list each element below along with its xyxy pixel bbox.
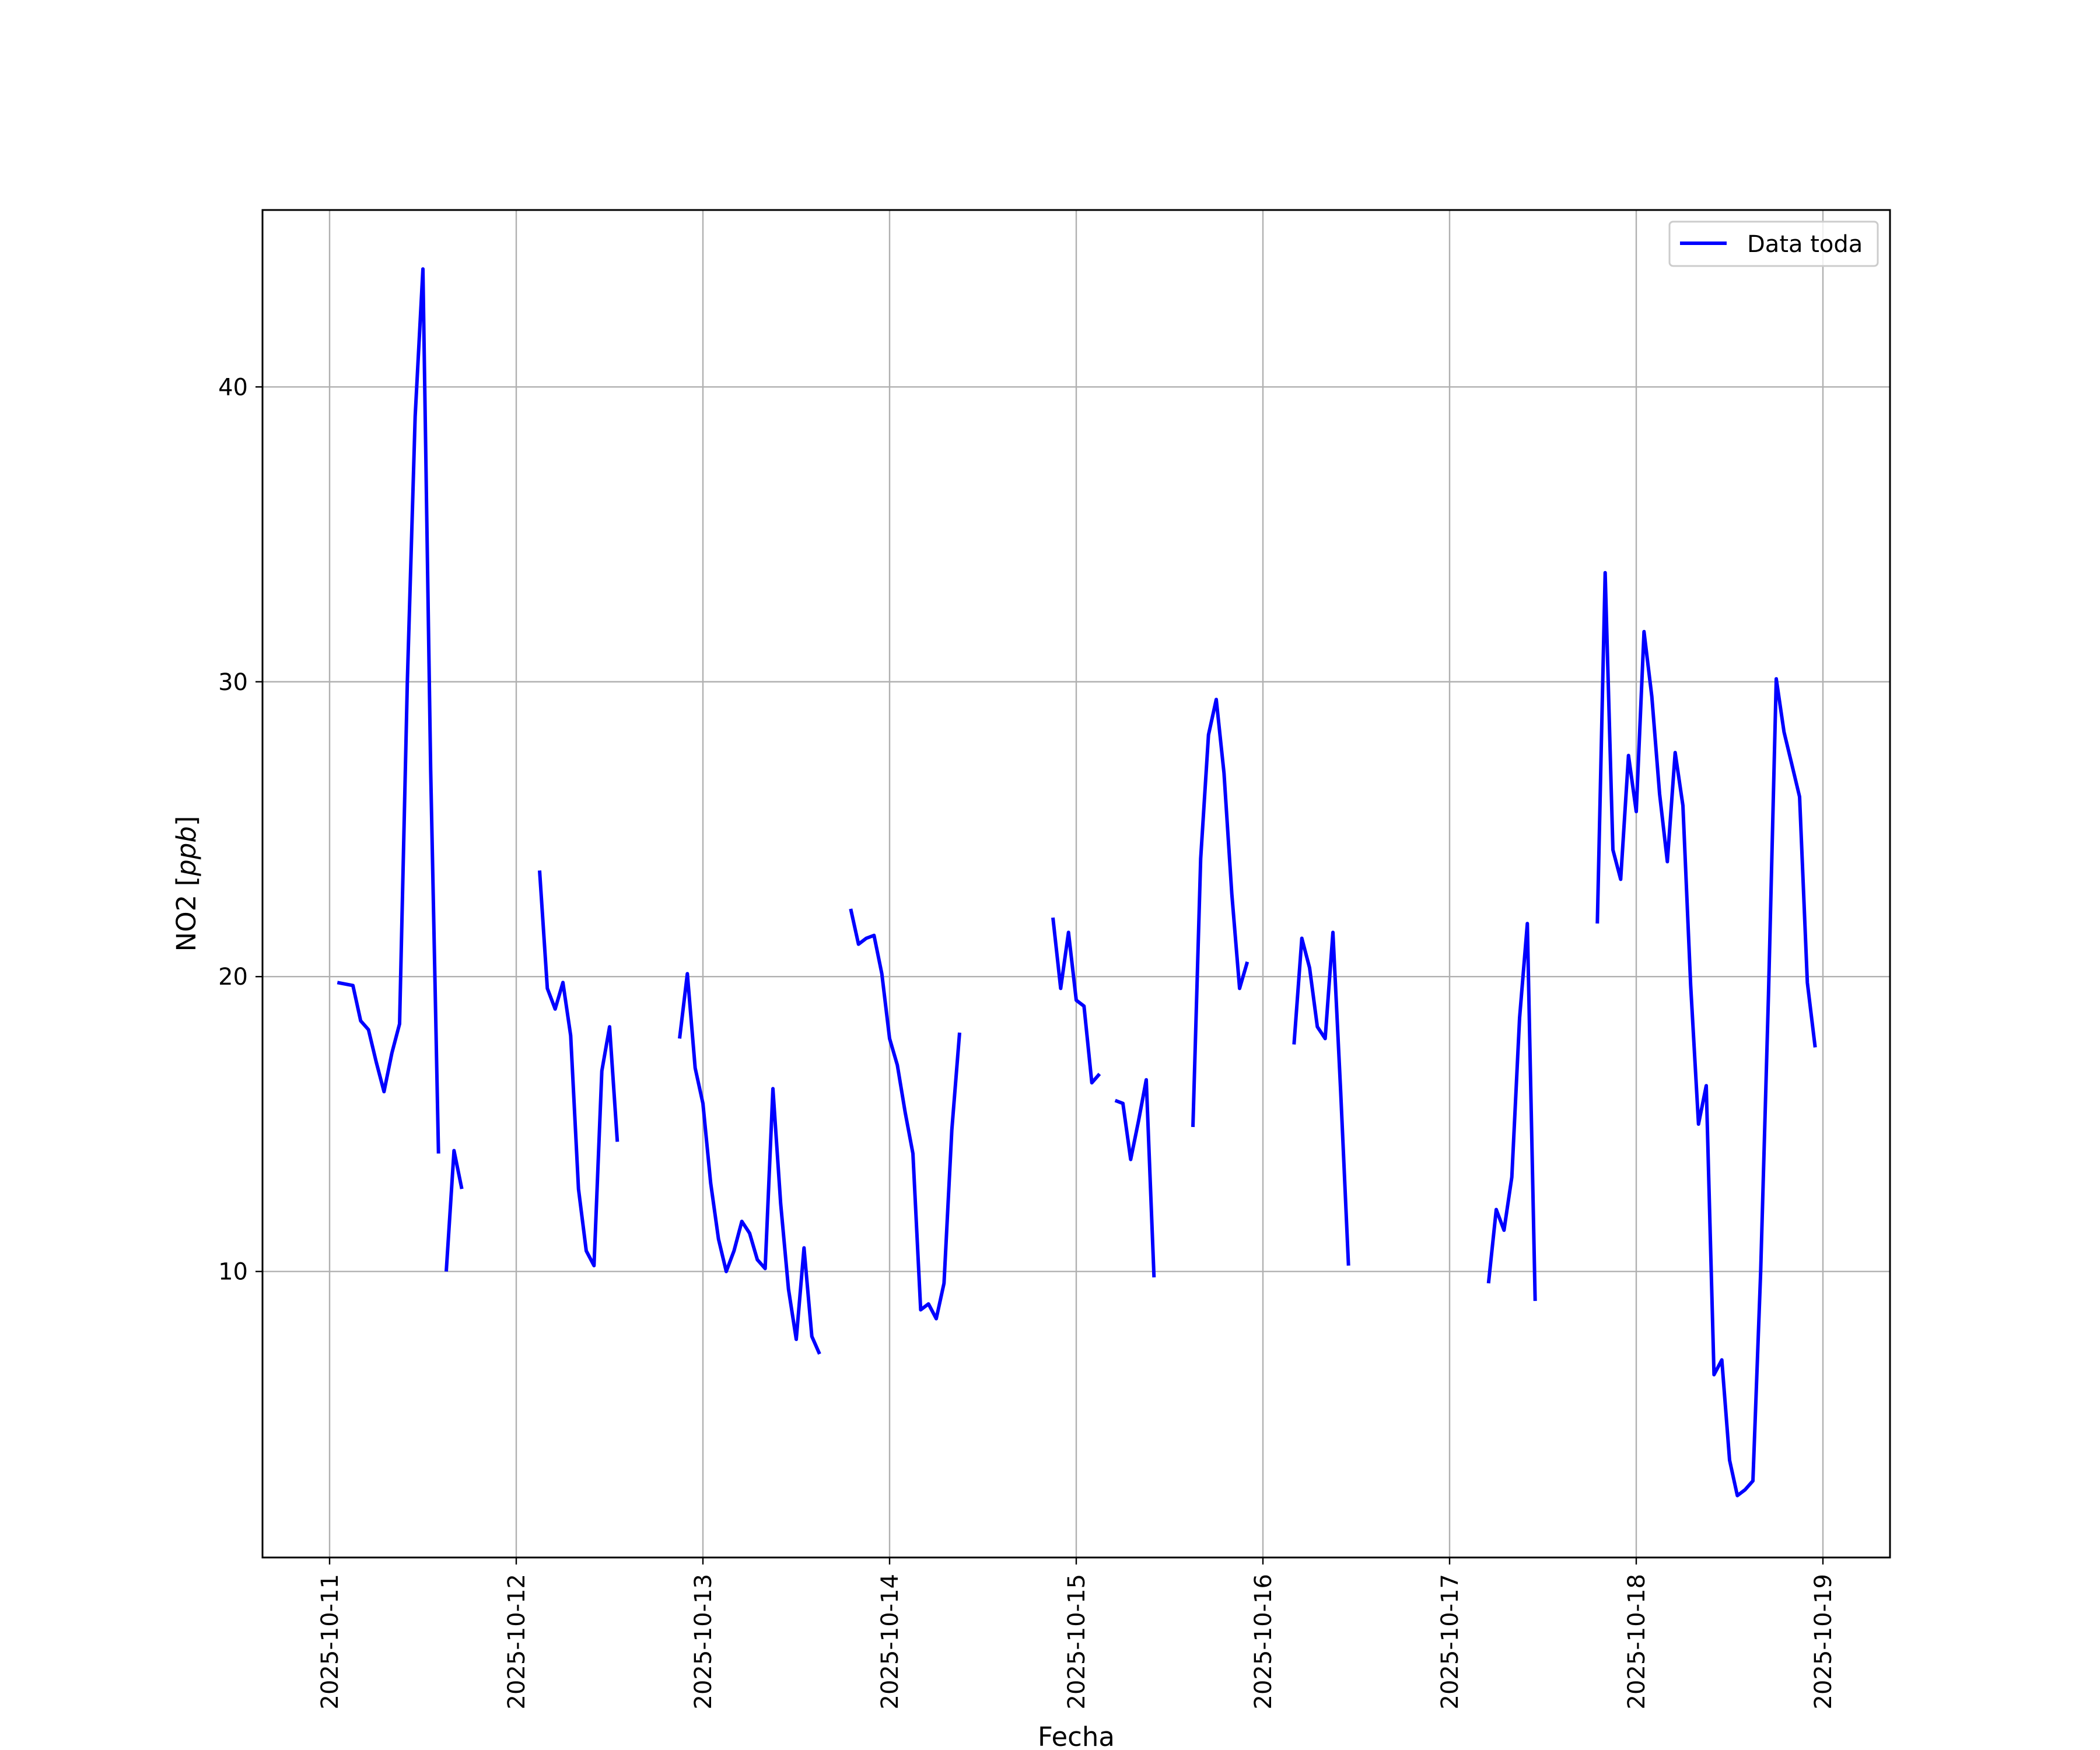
x-axis-label: Fecha bbox=[1038, 1721, 1115, 1750]
series-line-segment bbox=[337, 267, 440, 1154]
axis-ticks: 2025-10-11 2025-10-12 2025-10-13 2025-10-14… bbox=[218, 374, 1837, 1709]
legend-label: Data toda bbox=[1747, 231, 1863, 258]
y-tick-label: 30 bbox=[218, 669, 248, 696]
x-tick-label: 2025-10-16 bbox=[1250, 1574, 1277, 1709]
legend: Data toda bbox=[1668, 220, 1879, 267]
x-tick-label: 2025-10-19 bbox=[1810, 1574, 1837, 1709]
y-axis-label-close: ] bbox=[171, 816, 202, 827]
series-line-segment bbox=[1292, 930, 1350, 1266]
y-axis-label: NO2 [ppb] bbox=[171, 816, 202, 952]
y-tick-label: 20 bbox=[218, 964, 248, 991]
y-tick-label: 40 bbox=[218, 374, 248, 401]
x-tick-label: 2025-10-17 bbox=[1437, 1574, 1464, 1709]
x-tick-label: 2025-10-13 bbox=[690, 1574, 717, 1709]
series-line-segment bbox=[1114, 1078, 1156, 1278]
series-line-segment bbox=[538, 870, 620, 1268]
x-tick-label: 2025-10-14 bbox=[877, 1574, 904, 1709]
series-line-segment bbox=[1595, 570, 1817, 1497]
series-line-segment bbox=[1486, 922, 1537, 1301]
series-line-segment bbox=[1191, 698, 1250, 1128]
x-tick-label: 2025-10-11 bbox=[317, 1574, 344, 1709]
series-line-segment bbox=[849, 908, 961, 1321]
legend-box bbox=[1668, 220, 1879, 267]
y-tick-label: 10 bbox=[218, 1259, 248, 1286]
x-tick-label: 2025-10-12 bbox=[503, 1574, 530, 1709]
data-series bbox=[337, 267, 1817, 1497]
series-line-segment bbox=[1051, 917, 1101, 1085]
series-line-segment bbox=[678, 972, 821, 1355]
y-axis-label-unit: ppb bbox=[171, 826, 202, 877]
y-axis-label-text: NO2 [ bbox=[171, 876, 202, 952]
grid-lines bbox=[262, 210, 1890, 1558]
x-tick-label: 2025-10-15 bbox=[1063, 1574, 1090, 1709]
x-tick-label: 2025-10-18 bbox=[1623, 1574, 1650, 1709]
series-line-segment bbox=[444, 1149, 464, 1272]
